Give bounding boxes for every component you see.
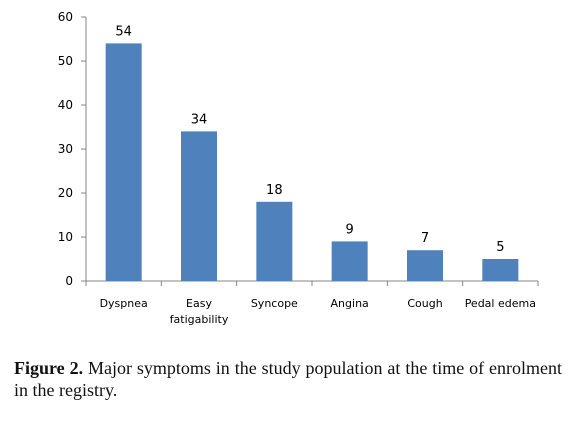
y-tick-label: 50 [58, 54, 73, 68]
bar [407, 250, 443, 281]
data-label: 34 [191, 112, 208, 127]
y-tick-label: 0 [65, 274, 73, 288]
data-label: 5 [496, 240, 504, 255]
x-tick-label: Easy fatigability [170, 297, 229, 326]
data-label: 9 [346, 222, 354, 237]
x-tick-label: Angina [331, 297, 369, 310]
x-tick-label: Dyspnea [100, 297, 148, 310]
bar-chart: 0 10 20 30 40 50 60 54 Dyspnea 34 Easy fatigability… [58, 10, 539, 326]
y-tick-label: 40 [58, 98, 73, 112]
figure-caption: Figure 2. Major symptoms in the study po… [14, 357, 562, 401]
figure-caption-text: Major symptoms in the study population a… [14, 358, 562, 400]
y-tick-label: 20 [58, 186, 73, 200]
x-tick-label: Syncope [251, 297, 298, 310]
chart-svg: 0 10 20 30 40 50 60 54 Dyspnea 34 Easy fatigability… [58, 10, 539, 326]
data-label: 7 [421, 231, 429, 246]
y-tick-label: 30 [58, 142, 73, 156]
bar [105, 43, 142, 282]
bar [482, 259, 519, 281]
data-label: 18 [266, 183, 283, 198]
y-tick-label: 60 [58, 10, 73, 24]
figure-caption-label: Figure 2. [14, 358, 84, 378]
x-tick-label: Cough [407, 297, 442, 310]
bar [331, 241, 368, 281]
data-label: 54 [115, 24, 132, 39]
y-tick-label: 10 [58, 230, 73, 244]
bar [181, 131, 217, 281]
x-tick-label: Pedal edema [465, 297, 536, 310]
bar [256, 201, 293, 281]
